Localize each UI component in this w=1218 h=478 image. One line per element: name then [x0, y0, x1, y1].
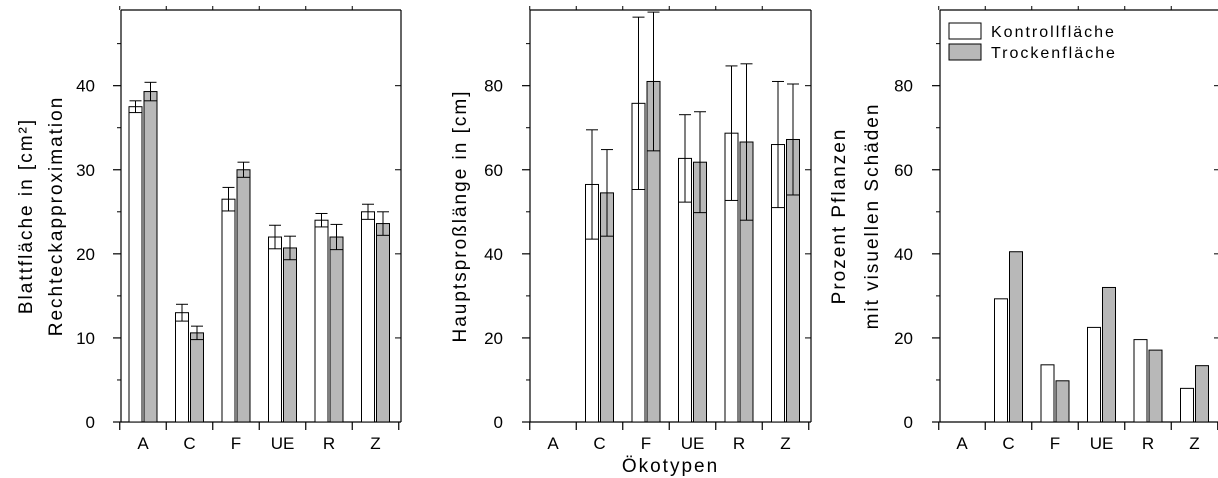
- y-tick-label: 0: [494, 413, 503, 432]
- legend-label: Kontrollfläche: [991, 24, 1116, 41]
- y-tick-label: 20: [76, 245, 95, 264]
- x-tick-label: Z: [1189, 434, 1199, 453]
- y-axis-label: Prozent Pflanzen: [829, 128, 850, 305]
- x-tick-label: F: [1050, 434, 1060, 453]
- y-tick-label: 40: [76, 77, 95, 96]
- bar-kontroll: [175, 312, 189, 423]
- x-tick-label: Z: [370, 434, 380, 453]
- x-axis-label: Ökotypen: [622, 456, 719, 477]
- bar-kontroll: [1040, 364, 1055, 423]
- bar-trocken: [1009, 251, 1023, 423]
- legend-swatch: [948, 43, 982, 61]
- x-tick-label: A: [547, 434, 559, 453]
- bar-kontroll: [361, 211, 375, 423]
- y-axis-label: Hauptsproßlänge in [cm]: [450, 90, 471, 343]
- x-tick-label: A: [956, 434, 968, 453]
- x-tick-label: F: [231, 434, 241, 453]
- y-tick-label: 60: [894, 161, 913, 180]
- bar-trocken: [376, 223, 390, 423]
- y-tick-label: 30: [76, 161, 95, 180]
- y-tick-label: 40: [894, 245, 913, 264]
- y-axis-label: mit visuellen Schäden: [862, 103, 883, 330]
- bar-kontroll: [994, 298, 1008, 423]
- y-tick-label: 80: [484, 77, 503, 96]
- x-tick-label: Z: [780, 434, 790, 453]
- bar-kontroll: [1087, 326, 1101, 423]
- panel-1: 0 10 20 30 40 A C F UE R Z Blattfläche in [cm²] Rech…: [16, 6, 402, 453]
- y-axis-label: Blattfläche in [cm²]: [16, 118, 37, 314]
- bar-trocken: [1195, 365, 1209, 423]
- bar-kontroll: [1180, 387, 1194, 423]
- y-tick-label: 20: [484, 329, 503, 348]
- y-tick-label: 0: [904, 413, 913, 432]
- y-tick-label: 40: [484, 245, 503, 264]
- y-tick-label: 20: [894, 329, 913, 348]
- x-tick-label: R: [733, 434, 745, 453]
- x-tick-label: UE: [681, 434, 705, 453]
- bar-trocken: [143, 91, 158, 423]
- x-tick-label: R: [323, 434, 335, 453]
- bar-trocken: [1102, 286, 1116, 423]
- x-tick-label: A: [137, 434, 149, 453]
- x-tick-label: R: [1142, 434, 1154, 453]
- x-tick-label: C: [593, 434, 605, 453]
- legend: Kontrollfläche Trockenfläche: [948, 22, 1117, 62]
- panel-3: 0 20 40 60 80 A C F UE R Z Prozent Pflanzen mit visu…: [829, 6, 1218, 453]
- bar-trocken: [1148, 349, 1163, 423]
- y-tick-label: 0: [86, 413, 95, 432]
- x-tick-label: F: [641, 434, 651, 453]
- bar-trocken: [283, 247, 297, 423]
- x-tick-label: UE: [271, 434, 295, 453]
- legend-swatch: [948, 22, 982, 40]
- y-tick-label: 80: [894, 77, 913, 96]
- y-tick-label: 60: [484, 161, 503, 180]
- x-tick-label: C: [183, 434, 195, 453]
- y-axis-label: Rechteckapproximation: [46, 96, 67, 337]
- bar-trocken: [236, 169, 251, 423]
- x-tick-label: UE: [1090, 434, 1114, 453]
- bar-trocken: [1055, 380, 1070, 423]
- bar-kontroll: [128, 106, 143, 423]
- bar-trocken: [190, 332, 204, 423]
- panel-2: 0 20 40 60 80 A C F UE R Z Hauptsproßlänge in [cm] Ö…: [450, 6, 812, 477]
- bar-kontroll: [268, 236, 282, 423]
- x-tick-label: C: [1002, 434, 1014, 453]
- bar-kontroll: [1133, 339, 1148, 423]
- legend-label: Trockenfläche: [991, 45, 1117, 62]
- bar-kontroll: [314, 219, 329, 423]
- y-tick-label: 10: [76, 329, 95, 348]
- bar-kontroll: [221, 198, 236, 423]
- bar-trocken: [329, 236, 344, 423]
